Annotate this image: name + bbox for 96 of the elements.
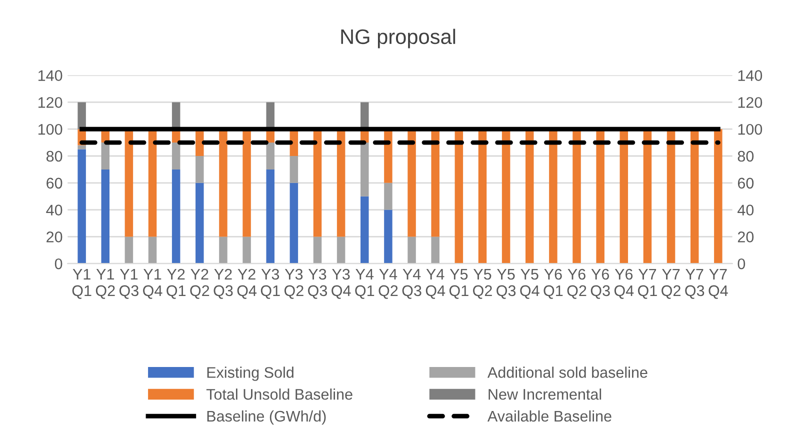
bar bbox=[336, 129, 346, 237]
bar bbox=[219, 129, 228, 237]
x-tick-label: Y2 Q4 bbox=[237, 268, 257, 299]
bar bbox=[666, 129, 676, 264]
legend-label: Additional sold baseline bbox=[487, 366, 648, 378]
x-tick-label: Y4 Q3 bbox=[402, 269, 422, 299]
bar bbox=[266, 142, 274, 170]
y2-tick-label: 100 bbox=[738, 124, 762, 135]
x-tick-label: Y3 Q1 bbox=[260, 268, 280, 299]
bar bbox=[502, 129, 510, 264]
y-tick-label: 40 bbox=[46, 204, 62, 216]
x-tick-label: Y7 Q3 bbox=[685, 269, 704, 299]
bar bbox=[148, 236, 157, 264]
y2-tick-label: 80 bbox=[738, 150, 754, 162]
x-tick-label: Y5 Q1 bbox=[449, 269, 468, 299]
bar bbox=[408, 129, 416, 237]
legend-label: Existing Sold bbox=[207, 366, 294, 381]
bar bbox=[78, 149, 86, 264]
x-tick-label: Y6 Q4 bbox=[614, 268, 634, 299]
bar bbox=[478, 129, 487, 264]
legend-label: Baseline (GWh/d) bbox=[207, 410, 326, 425]
x-tick-label: Y5 Q3 bbox=[496, 269, 516, 299]
legend-label: Total Unsold Baseline bbox=[206, 388, 352, 400]
bar bbox=[714, 129, 722, 264]
bar bbox=[290, 182, 298, 264]
x-tick-label: Y6 Q3 bbox=[590, 268, 610, 299]
y2-tick-label: 120 bbox=[738, 97, 762, 108]
x-tick-label: Y1 Q1 bbox=[72, 269, 92, 299]
bar bbox=[384, 182, 392, 210]
y2-tick-label: 40 bbox=[738, 204, 754, 216]
bar bbox=[124, 236, 134, 264]
legend-label: Available Baseline bbox=[487, 410, 612, 422]
bar bbox=[172, 169, 180, 264]
bar bbox=[148, 129, 157, 237]
bar bbox=[78, 145, 86, 150]
bar bbox=[172, 142, 180, 170]
x-tick-label: Y5 Q2 bbox=[473, 269, 492, 299]
bar bbox=[313, 236, 322, 264]
y2-tick-label: 60 bbox=[738, 178, 754, 189]
bar bbox=[242, 236, 251, 264]
x-tick-label: Y1 Q4 bbox=[143, 269, 162, 299]
y-tick-label: 60 bbox=[46, 178, 62, 189]
bar bbox=[290, 156, 298, 183]
y-tick-label: 80 bbox=[46, 150, 62, 162]
bar bbox=[454, 129, 464, 264]
bar bbox=[219, 236, 228, 264]
x-tick-label: Y1 Q2 bbox=[96, 269, 115, 299]
x-tick-label: Y7 Q4 bbox=[708, 269, 728, 299]
x-tick-label: Y2 Q2 bbox=[190, 268, 210, 299]
legend-label: New Incremental bbox=[488, 388, 602, 400]
bar bbox=[526, 129, 534, 264]
x-tick-label: Y6 Q2 bbox=[567, 268, 586, 299]
bar bbox=[408, 236, 416, 264]
bar bbox=[101, 169, 110, 264]
y-tick-label: 20 bbox=[46, 232, 62, 242]
bar bbox=[690, 129, 699, 264]
bar bbox=[336, 236, 346, 264]
bar bbox=[620, 129, 628, 264]
x-tick-label: Y3 Q3 bbox=[308, 268, 328, 299]
x-tick-label: Y2 Q1 bbox=[166, 268, 186, 299]
y2-tick-label: 20 bbox=[738, 232, 754, 242]
bar bbox=[313, 129, 322, 237]
x-tick-label: Y4 Q1 bbox=[355, 269, 374, 299]
bar bbox=[196, 156, 204, 183]
bar bbox=[431, 236, 440, 264]
y-tick-label: 120 bbox=[38, 97, 62, 108]
bar bbox=[360, 196, 369, 264]
y2-tick-label: 140 bbox=[738, 70, 762, 81]
y-tick-label: 100 bbox=[38, 124, 62, 135]
bar bbox=[643, 129, 652, 264]
bar bbox=[572, 129, 581, 264]
x-tick-label: Y7 Q2 bbox=[662, 269, 680, 299]
x-tick-label: Y5 Q4 bbox=[520, 269, 540, 299]
x-tick-label: Y1 Q3 bbox=[119, 269, 138, 299]
bar bbox=[360, 142, 369, 196]
x-tick-label: Y7 Q1 bbox=[638, 269, 657, 299]
bar bbox=[596, 129, 604, 264]
bar bbox=[266, 169, 274, 264]
bar bbox=[196, 182, 204, 264]
y-tick-label: 0 bbox=[54, 258, 62, 270]
bar bbox=[101, 142, 110, 170]
x-tick-label: Y3 Q2 bbox=[284, 268, 304, 299]
y2-tick-label: 0 bbox=[738, 258, 746, 270]
bar bbox=[384, 210, 392, 264]
x-tick-label: Y3 Q4 bbox=[332, 268, 351, 299]
bar bbox=[431, 129, 440, 237]
bar bbox=[549, 129, 558, 264]
bar bbox=[124, 129, 134, 237]
x-tick-label: Y4 Q2 bbox=[378, 269, 398, 299]
chart-title: NG proposal bbox=[341, 28, 456, 48]
x-tick-label: Y6 Q1 bbox=[544, 268, 563, 299]
x-tick-label: Y2 Q3 bbox=[214, 268, 233, 299]
y-tick-label: 140 bbox=[38, 70, 62, 81]
bar bbox=[78, 102, 86, 130]
bar bbox=[242, 129, 251, 237]
x-tick-label: Y4 Q4 bbox=[426, 269, 446, 299]
